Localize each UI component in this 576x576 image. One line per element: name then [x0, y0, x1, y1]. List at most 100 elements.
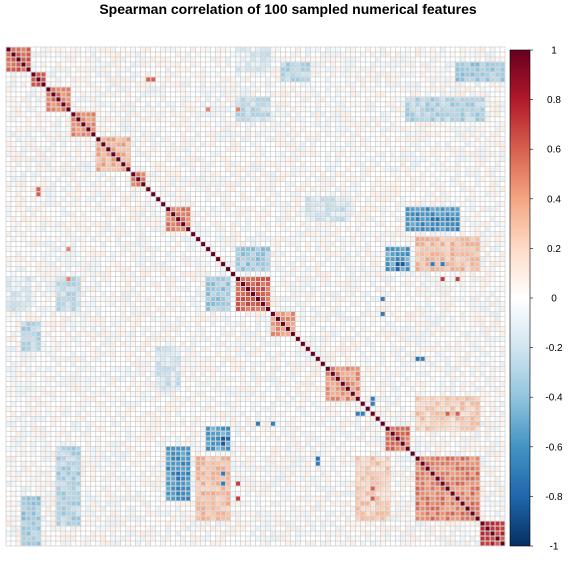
heatmap-cell — [141, 237, 146, 242]
heatmap-cell — [16, 381, 21, 386]
heatmap-cell — [116, 82, 121, 87]
heatmap-cell — [295, 237, 300, 242]
heatmap-cell — [96, 356, 101, 361]
heatmap-cell — [101, 232, 106, 237]
heatmap-cell — [121, 217, 126, 222]
heatmap-cell — [221, 311, 226, 316]
heatmap-cell — [265, 187, 270, 192]
heatmap-cell — [51, 336, 56, 341]
heatmap-cell — [151, 132, 156, 137]
heatmap-cell — [196, 351, 201, 356]
heatmap-cell — [375, 122, 380, 127]
heatmap-cell — [21, 172, 26, 177]
heatmap-cell — [126, 316, 131, 321]
heatmap-cell — [265, 237, 270, 242]
heatmap-cell — [91, 182, 96, 187]
heatmap-cell — [41, 92, 46, 97]
heatmap-cell — [51, 127, 56, 132]
heatmap-cell — [221, 152, 226, 157]
heatmap-cell — [325, 386, 330, 391]
heatmap-cell — [430, 321, 435, 326]
heatmap-cell — [285, 67, 290, 72]
heatmap-cell — [176, 381, 181, 386]
heatmap-cell — [21, 321, 26, 326]
heatmap-cell — [201, 247, 206, 252]
heatmap-cell — [66, 321, 71, 326]
heatmap-cell — [315, 311, 320, 316]
heatmap-cell — [51, 341, 56, 346]
heatmap-cell — [430, 346, 435, 351]
heatmap-cell — [56, 97, 61, 102]
heatmap-cell — [485, 57, 490, 62]
heatmap-cell — [141, 172, 146, 177]
heatmap-cell — [101, 137, 106, 142]
heatmap-cell — [420, 182, 425, 187]
heatmap-cell — [360, 127, 365, 132]
heatmap-cell — [6, 102, 11, 107]
heatmap-cell — [315, 217, 320, 222]
heatmap-cell — [156, 292, 161, 296]
heatmap-cell — [201, 47, 206, 52]
heatmap-cell — [320, 341, 325, 346]
heatmap-cell — [126, 132, 131, 137]
heatmap-cell — [16, 386, 21, 391]
heatmap-cell — [345, 376, 350, 381]
heatmap-cell — [16, 396, 21, 401]
heatmap-cell — [166, 207, 171, 212]
heatmap-cell — [161, 306, 166, 311]
heatmap-cell — [340, 107, 345, 112]
heatmap-cell — [305, 217, 310, 222]
heatmap-cell — [111, 391, 116, 396]
heatmap-cell — [71, 212, 76, 217]
heatmap-cell — [430, 57, 435, 62]
heatmap-cell — [91, 187, 96, 192]
heatmap-cell — [480, 117, 485, 122]
heatmap-cell — [370, 157, 375, 162]
heatmap-cell — [460, 182, 465, 187]
heatmap-cell — [325, 222, 330, 227]
heatmap-cell — [470, 346, 475, 351]
heatmap-cell — [435, 102, 440, 107]
heatmap-cell — [211, 321, 216, 326]
heatmap-cell — [66, 102, 71, 107]
heatmap-cell — [96, 187, 101, 192]
heatmap-cell — [226, 336, 231, 341]
heatmap-cell — [445, 262, 450, 267]
heatmap-cell — [171, 252, 176, 257]
heatmap-cell — [500, 102, 505, 107]
heatmap-cell — [176, 401, 181, 406]
heatmap-cell — [340, 242, 345, 247]
heatmap-cell — [231, 341, 236, 346]
heatmap-cell — [146, 107, 151, 112]
heatmap-cell — [31, 77, 36, 82]
heatmap-cell — [176, 117, 181, 122]
heatmap-cell — [420, 207, 425, 212]
heatmap-cell — [116, 232, 121, 237]
heatmap-cell — [131, 381, 136, 386]
heatmap-cell — [36, 202, 41, 207]
heatmap-cell — [181, 162, 186, 167]
heatmap-cell — [181, 102, 186, 107]
heatmap-cell — [430, 87, 435, 92]
heatmap-cell — [375, 92, 380, 97]
heatmap-cell — [216, 102, 221, 107]
heatmap-cell — [355, 297, 360, 301]
heatmap-cell — [236, 212, 241, 217]
heatmap-cell — [136, 262, 141, 267]
heatmap-cell — [156, 262, 161, 267]
heatmap-cell — [36, 227, 41, 232]
heatmap-cell — [31, 297, 36, 301]
heatmap-cell — [81, 396, 86, 401]
heatmap-cell — [460, 282, 465, 287]
heatmap-cell — [106, 137, 111, 142]
heatmap-cell — [500, 262, 505, 267]
heatmap-cell — [475, 222, 480, 227]
heatmap-cell — [320, 62, 325, 67]
heatmap-cell — [101, 47, 106, 52]
heatmap-cell — [31, 316, 36, 321]
heatmap-cell — [340, 336, 345, 341]
heatmap-cell — [460, 272, 465, 277]
heatmap-cell — [355, 152, 360, 157]
heatmap-cell — [375, 47, 380, 52]
heatmap-cell — [66, 182, 71, 187]
